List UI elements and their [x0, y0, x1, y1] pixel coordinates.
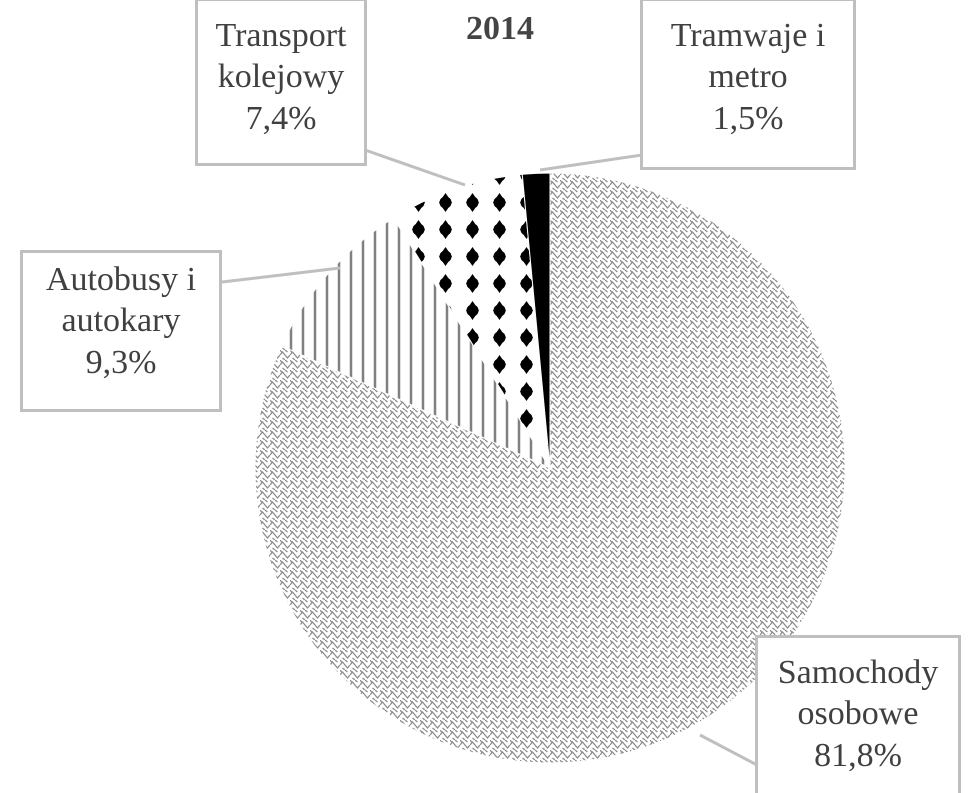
value-label: 9,3% [85, 343, 157, 381]
data-callout: Autobusy i autokary 9,3% [20, 250, 222, 412]
category-label: Samochody osobowe [777, 654, 939, 733]
leader-line [221, 266, 341, 284]
category-label: Tramwaje i metro [670, 17, 826, 96]
data-callout: Transport kolejowy 7,4% [195, 0, 367, 166]
leader-line [699, 733, 758, 767]
pie-slice [392, 173, 551, 469]
value-label: 7,4% [245, 99, 317, 137]
pie-slice [280, 217, 552, 470]
chart-title: 2014 [466, 10, 534, 47]
category-label: Autobusy i autokary [45, 261, 197, 340]
pie-slice [521, 172, 551, 469]
data-callout: Tramwaje i metro 1,5% [640, 0, 856, 170]
category-label: Transport kolejowy [215, 17, 347, 96]
leader-line [364, 148, 466, 187]
data-callout: Samochody osobowe 81,8% [755, 635, 961, 793]
leader-line [539, 153, 643, 172]
value-label: 1,5% [712, 99, 784, 137]
value-label: 81,8% [814, 736, 902, 774]
